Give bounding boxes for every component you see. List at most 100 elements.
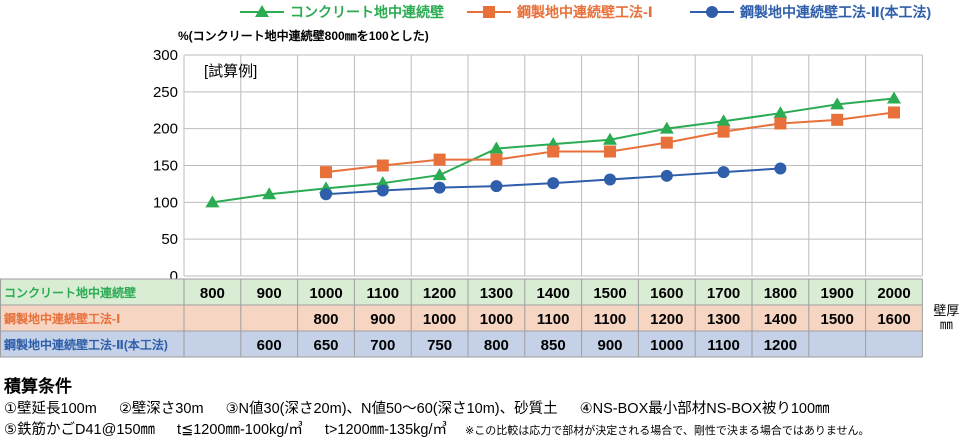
- data-point: [660, 136, 673, 149]
- table-cell: 1500: [821, 311, 854, 328]
- x-unit-label: ㎜: [940, 317, 953, 332]
- data-point: [888, 106, 900, 119]
- data-point: [483, 6, 495, 18]
- y-tick-label: 300: [153, 47, 178, 64]
- data-point: [490, 153, 503, 166]
- table-cell: 1300: [707, 311, 740, 328]
- data-point: [831, 113, 844, 126]
- table-cell: 1000: [480, 311, 513, 328]
- table-cell: 1000: [309, 285, 342, 302]
- data-point: [433, 153, 446, 166]
- y-tick-label: 50: [161, 231, 178, 248]
- table-cell: 1200: [764, 337, 797, 354]
- data-point: [604, 145, 616, 158]
- data-point: [660, 169, 673, 182]
- table-cell: 1500: [593, 285, 626, 302]
- data-point: [717, 125, 730, 138]
- data-point: [205, 195, 220, 208]
- data-point: [659, 121, 674, 134]
- data-point: [604, 173, 616, 186]
- note-item: ③N値30(深さ20m)、N値50～60(深さ10m)、砂質土: [225, 401, 558, 417]
- annotation-label: [試算例]: [204, 62, 257, 80]
- table-cell: 2000: [877, 285, 910, 302]
- table-cell: 650: [313, 337, 338, 354]
- table-cell: 1300: [480, 285, 513, 302]
- table-cell: 1400: [764, 311, 797, 328]
- table-cell: 800: [484, 337, 509, 354]
- table-cell: 1900: [821, 285, 854, 302]
- table-row-bg: [0, 331, 923, 357]
- table-cell: 800: [313, 311, 338, 328]
- data-point: [433, 181, 446, 194]
- data-point: [376, 184, 389, 197]
- data-point: [603, 132, 617, 145]
- note-item: ②壁深さ30m: [118, 401, 204, 417]
- notes-line-1: ①壁延長100m ②壁深さ30m ③N値30(深さ20m)、N値50～60(深さ…: [4, 399, 960, 420]
- data-point: [375, 176, 390, 189]
- legend-label: 鋼製地中連続壁工法-Ⅱ(本工法): [739, 4, 931, 20]
- y-tick-label: 250: [153, 84, 178, 101]
- table-cell: 1100: [537, 311, 570, 328]
- note-item: ⑤鉄筋かごD41@150㎜: [4, 422, 156, 438]
- y-tick-label: 0: [170, 268, 178, 285]
- table-row-label: コンクリート地中連続壁: [4, 285, 136, 300]
- table-cell: 900: [370, 311, 395, 328]
- data-point: [489, 141, 504, 154]
- data-point: [262, 187, 277, 200]
- legend-label: 鋼製地中連続壁工法-Ⅰ: [516, 4, 653, 20]
- table-row-bg: [0, 279, 923, 305]
- notes-title: 積算条件: [4, 377, 72, 396]
- table-cell: 1200: [423, 285, 456, 302]
- table-cell: 850: [541, 337, 566, 354]
- notes-line-2: ⑤鉄筋かごD41@150㎜ t≦1200㎜-100kg/㎥ t>1200㎜-13…: [4, 420, 960, 442]
- table-cell: 1100: [367, 285, 400, 302]
- y-tick-label: 200: [153, 121, 178, 138]
- data-point: [547, 177, 560, 190]
- data-point: [830, 97, 845, 110]
- y-tick-label: 150: [153, 158, 178, 175]
- table-cell: 1700: [707, 285, 740, 302]
- table-cell: 1400: [537, 285, 570, 302]
- table-cell: 1000: [650, 337, 683, 354]
- table-cell: 1100: [594, 311, 627, 328]
- table-cell: 1600: [877, 311, 910, 328]
- data-point: [255, 5, 269, 17]
- table-cell: 900: [597, 337, 622, 354]
- data-point: [547, 145, 560, 158]
- table-cell: 700: [370, 337, 395, 354]
- table-row-bg: [0, 305, 923, 331]
- note-item: t>1200㎜-135kg/㎥: [324, 422, 448, 438]
- legend-label: コンクリート地中連続壁: [290, 4, 444, 20]
- note-item: ①壁延長100m: [4, 401, 97, 417]
- table-cell: 800: [200, 285, 225, 302]
- note-item: ④NS-BOX最小部材NS-BOX被り100㎜: [579, 401, 830, 417]
- data-point: [320, 166, 332, 179]
- calculation-conditions: 積算条件 ①壁延長100m ②壁深さ30m ③N値30(深さ20m)、N値50～…: [4, 372, 960, 442]
- table-cell: 1800: [764, 285, 797, 302]
- table-row-label: 鋼製地中連続壁工法-Ⅰ: [3, 311, 120, 326]
- data-point: [490, 180, 503, 193]
- data-point: [432, 168, 447, 181]
- table-cell: 900: [257, 285, 282, 302]
- footnote: ※この比較は応力で部材が決定される場合で、剛性で決まる場合ではありません。: [465, 425, 870, 437]
- table-cell: 750: [427, 337, 452, 354]
- table-cell: 600: [257, 337, 282, 354]
- table-row-label: 鋼製地中連続壁工法-Ⅱ(本工法): [3, 337, 168, 352]
- data-point: [716, 114, 731, 127]
- y-tick-label: 100: [153, 194, 178, 211]
- data-point: [774, 162, 787, 175]
- x-unit-label: 壁厚: [933, 303, 959, 318]
- data-point: [717, 166, 730, 179]
- table-cell: 1100: [707, 337, 740, 354]
- table-cell: 1200: [650, 311, 683, 328]
- data-point: [887, 91, 901, 104]
- note-item: t≦1200㎜-100kg/㎥: [177, 422, 303, 438]
- data-point: [773, 106, 788, 119]
- data-point: [320, 188, 332, 201]
- chart: 0 50 100 150 200 250 300%(コンクリート地中連続壁800㎜を100と…: [0, 4, 959, 358]
- data-point: [376, 159, 389, 172]
- table-cell: 1600: [650, 285, 683, 302]
- data-point: [706, 6, 718, 18]
- y-axis-label: %(コンクリート地中連続壁800㎜を100とした): [178, 28, 429, 43]
- data-point: [774, 117, 787, 130]
